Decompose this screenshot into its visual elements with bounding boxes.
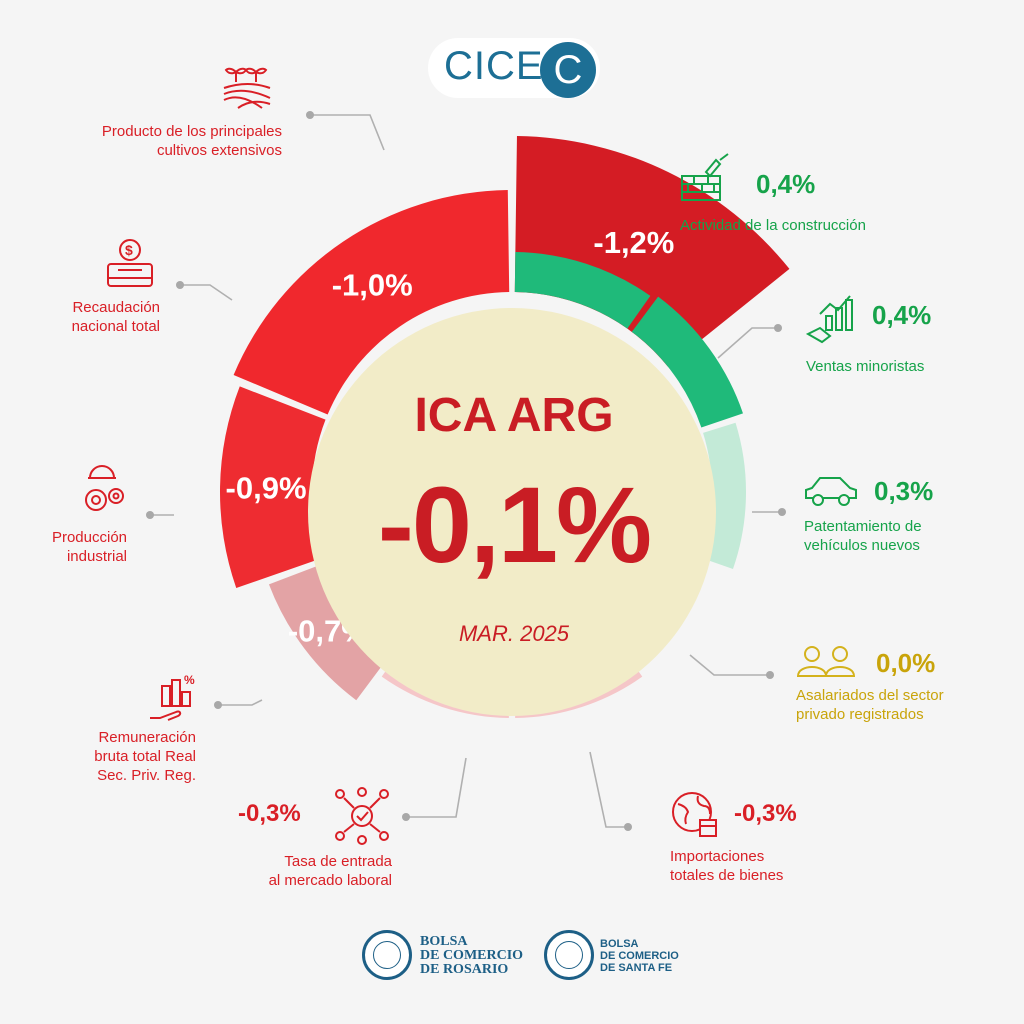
label-remuneracion: Remuneración bruta total Real Sec. Priv.… — [40, 728, 196, 785]
value-ventas: 0,4% — [872, 300, 932, 330]
footer-rosario: BOLSA DE COMERCIO DE ROSARIO — [420, 935, 523, 977]
label-asalariados: Asalariados del sector privado registrad… — [796, 686, 996, 724]
segment-label-2: -0,9% — [226, 471, 307, 506]
label-ventas-line1: Ventas minoristas — [806, 358, 925, 375]
label-ventas: Ventas minoristas — [806, 357, 986, 376]
label-cultivos: Producto de los principales cultivos ext… — [40, 122, 282, 160]
segment-2 — [220, 386, 326, 589]
label-industrial-line1: Producción — [51, 529, 127, 546]
label-cultivos-line2: cultivos extensivos — [156, 142, 282, 159]
segment-1 — [233, 190, 510, 415]
footer-rosario-line1: BOLSA — [420, 934, 468, 949]
value-importaciones: -0,3% — [734, 800, 797, 827]
footer-santafe-line1: BOLSA — [600, 938, 639, 950]
label-asalariados-line2: privado registrados — [796, 706, 924, 723]
connector-line — [310, 114, 385, 151]
label-remuneracion-line1: Remuneración — [98, 729, 196, 746]
label-tasa-line1: Tasa de entrada — [284, 853, 392, 870]
value-asalariados: 0,0% — [876, 648, 936, 678]
label-construccion-line1: Actividad de la construcción — [680, 217, 866, 234]
label-asalariados-line1: Asalariados del sector — [796, 687, 944, 704]
value-tasa: -0,3% — [238, 800, 301, 827]
sales-chart-icon — [806, 295, 853, 344]
center-date: MAR. 2025 — [458, 621, 570, 646]
svg-text:$: $ — [125, 242, 133, 258]
label-recaudacion: Recaudación nacional total — [30, 298, 160, 336]
footer-santafe-line3: DE SANTA FE — [600, 962, 673, 974]
footer-rosario-line3: DE ROSARIO — [420, 962, 509, 977]
label-importaciones-line2: totales de bienes — [670, 867, 784, 884]
label-patentamiento: Patentamiento de vehículos nuevos — [804, 517, 984, 555]
logo-badge: C — [540, 42, 596, 98]
connector-dot — [402, 813, 410, 821]
connector-line — [717, 327, 778, 359]
svg-text:%: % — [184, 673, 195, 687]
connector-dot — [778, 508, 786, 516]
label-cultivos-line1: Producto de los principales — [101, 123, 282, 140]
connector-dot — [774, 324, 782, 332]
label-importaciones: Importaciones totales de bienes — [670, 847, 850, 885]
value-construccion: 0,4% — [756, 169, 816, 199]
brick-trowel-icon — [681, 153, 729, 201]
segment-label-1: -1,0% — [332, 268, 413, 303]
label-remuneracion-line2: bruta total Real — [94, 748, 196, 765]
label-tasa-line2: al mercado laboral — [268, 872, 392, 889]
label-industrial: Producción industrial — [20, 528, 127, 566]
segment-8 — [631, 296, 743, 428]
label-recaudacion-line2: nacional total — [71, 318, 160, 335]
logo-text: CICE — [444, 44, 544, 88]
donation-box-icon: $ — [107, 239, 153, 287]
footer-rosario-line2: DE COMERCIO — [420, 948, 524, 963]
gears-helmet-icon — [85, 465, 124, 511]
label-importaciones-line1: Importaciones — [670, 848, 765, 865]
label-patentamiento-line2: vehículos nuevos — [804, 537, 920, 554]
center-circle — [308, 308, 716, 716]
rosario-seal-inner — [373, 941, 401, 969]
rosario-seal — [362, 930, 412, 980]
connector-dot — [624, 823, 632, 831]
label-recaudacion-line1: Recaudación — [72, 299, 160, 316]
network-people-icon — [335, 787, 389, 845]
globe-box-icon — [672, 792, 717, 837]
connector-dot — [306, 111, 314, 119]
segment-0 — [514, 136, 790, 367]
segment-label-0: -1,2% — [593, 225, 674, 260]
salary-growth-icon: % — [150, 673, 195, 721]
connector-line — [180, 284, 233, 301]
center-value: -0,1% — [377, 464, 652, 585]
plant-field-icon — [223, 67, 271, 109]
value-patentamiento: 0,3% — [874, 476, 934, 506]
connector-dot — [176, 281, 184, 289]
label-construccion: Actividad de la construcción — [680, 216, 920, 235]
connector-line — [689, 654, 770, 676]
label-patentamiento-line1: Patentamiento de — [804, 518, 922, 535]
connector-line — [218, 699, 263, 706]
label-tasa: Tasa de entrada al mercado laboral — [230, 852, 392, 890]
footer-santafe-line2: DE COMERCIO — [600, 950, 679, 962]
connector-dot — [214, 701, 222, 709]
connector-dot — [766, 671, 774, 679]
segment-9 — [514, 252, 651, 329]
connector-dot — [146, 511, 154, 519]
center-title: ICA ARG — [414, 389, 614, 442]
connector-line — [589, 751, 628, 828]
santafe-seal — [544, 930, 594, 980]
label-remuneracion-line3: Sec. Priv. Reg. — [97, 767, 196, 784]
connector-line — [406, 757, 467, 818]
people-icon — [796, 646, 856, 677]
car-icon — [805, 477, 857, 506]
segment-3 — [268, 563, 393, 701]
label-industrial-line2: industrial — [66, 548, 127, 565]
santafe-seal-inner — [555, 941, 583, 969]
footer-santafe: BOLSA DE COMERCIO DE SANTA FE — [600, 938, 679, 974]
